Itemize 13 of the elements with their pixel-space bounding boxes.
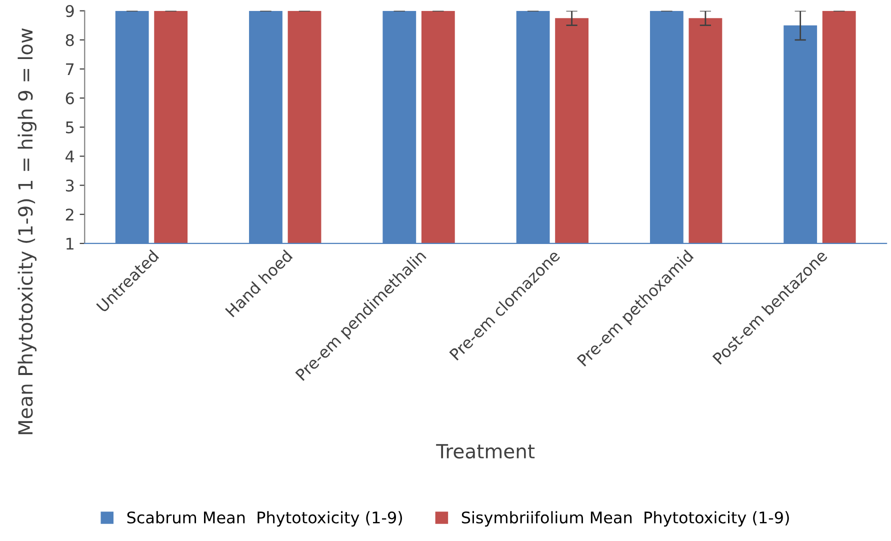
x-axis-title: Treatment [436,444,535,459]
y-tick-label: 4 [66,150,74,162]
y-axis-title: Mean Phytotoxicity (1-9) 1 = high 9 = low [18,28,37,434]
y-tick-label: 8 [66,34,74,46]
y-tick-label: 3 [66,180,74,192]
y-tick-label: 9 [66,5,74,18]
legend-label: Scabrum Mean Phytotoxicity (1-9) [127,511,402,527]
y-tick-label: 1 [66,238,74,250]
y-tick-label: 6 [66,92,74,104]
y-tick-label: 2 [66,208,74,220]
y-tick-label: 7 [66,63,74,76]
y-tick-label: 5 [66,122,74,134]
legend-label: Sisymbriifolium Mean Phytotoxicity (1-9) [462,511,789,527]
